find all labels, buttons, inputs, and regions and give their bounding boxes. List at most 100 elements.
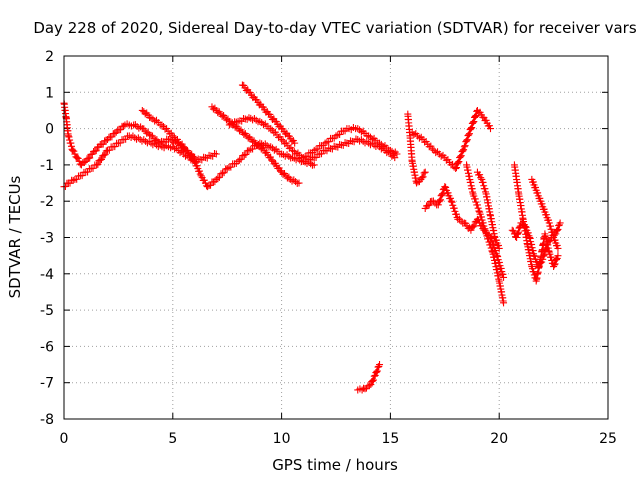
data-point-interp: [463, 137, 471, 145]
data-point-interp: [89, 164, 97, 172]
data-point: [223, 165, 231, 173]
data-point-interp: [495, 258, 503, 266]
data-point-interp: [463, 136, 471, 144]
data-point-interp: [456, 153, 464, 161]
data-point-interp: [370, 372, 378, 380]
data-point: [493, 252, 501, 260]
data-point-interp: [73, 175, 81, 183]
data-point-interp: [236, 156, 244, 164]
data-point-interp: [516, 223, 524, 231]
data-point-interp: [553, 227, 561, 235]
data-point-interp: [240, 130, 248, 138]
data-point-interp: [222, 116, 230, 124]
data-point: [467, 226, 475, 234]
data-point-interp: [548, 228, 556, 236]
data-point-interp: [242, 151, 250, 159]
data-point: [554, 252, 562, 260]
series-track-a: [60, 132, 220, 191]
data-point-interp: [373, 368, 381, 376]
y-tick-label: -8: [40, 412, 54, 428]
data-point: [495, 244, 503, 252]
data-point-interp: [209, 105, 217, 113]
data-point-interp: [292, 178, 300, 186]
data-point-interp: [444, 189, 452, 197]
data-point-interp: [97, 155, 105, 163]
data-point-interp: [514, 228, 522, 236]
data-point-interp: [368, 378, 376, 386]
data-point-interp: [276, 167, 284, 175]
data-point-interp: [67, 142, 75, 150]
data-point-interp: [460, 146, 468, 154]
y-axis-label: SDTVAR / TECUs: [6, 175, 24, 298]
data-point-interp: [67, 139, 75, 147]
data-point-interp: [94, 160, 102, 168]
y-tick-label: -3: [40, 231, 54, 247]
data-point-interp: [151, 137, 159, 145]
data-point-interp: [143, 129, 151, 137]
data-point-interp: [369, 376, 377, 384]
data-point-interp: [373, 367, 381, 375]
data-point-interp: [480, 182, 488, 190]
data-point: [180, 143, 188, 151]
plot-frame: [63, 55, 609, 420]
data-point-interp: [545, 216, 553, 224]
data-point-interp: [361, 385, 369, 393]
series-track-f: [225, 114, 401, 162]
data-point-interp: [240, 151, 248, 159]
data-point-interp: [499, 270, 507, 278]
data-point-interp: [447, 194, 455, 202]
data-point-interp: [442, 183, 450, 191]
data-point: [278, 135, 286, 143]
data-point-interp: [509, 227, 517, 235]
data-point: [156, 139, 164, 147]
data-point-interp: [475, 207, 483, 215]
data-point: [413, 179, 421, 187]
data-point: [447, 197, 455, 205]
data-point-interp: [61, 183, 69, 191]
data-point-interp: [69, 176, 77, 184]
data-point-interp: [551, 260, 559, 268]
data-point: [310, 161, 318, 169]
data-point-interp: [454, 159, 462, 167]
data-point-interp: [477, 213, 485, 221]
y-tick-label: 1: [45, 85, 54, 101]
data-point: [391, 154, 399, 162]
data-point-interp: [531, 183, 539, 191]
x-tick-label: 20: [490, 431, 508, 447]
data-point: [508, 226, 516, 234]
data-point: [138, 106, 146, 114]
data-point-interp: [243, 115, 251, 123]
series-track-o: [510, 161, 562, 285]
data-point-interp: [482, 116, 490, 124]
data-point-interp: [100, 151, 108, 159]
data-point-interp: [546, 250, 554, 258]
data-point-interp: [476, 171, 484, 179]
data-point-interp: [479, 219, 487, 227]
data-point-interp: [146, 131, 154, 139]
data-point-interp: [418, 174, 426, 182]
y-tick-label: 0: [45, 122, 54, 138]
data-point: [358, 386, 366, 394]
data-point-interp: [117, 126, 125, 134]
data-point-interp: [369, 377, 377, 385]
y-tick-label: -5: [40, 303, 54, 319]
data-point-interp: [372, 369, 380, 377]
data-point-interp: [529, 178, 537, 186]
data-point-interp: [536, 194, 544, 202]
data-point-interp: [471, 113, 479, 121]
data-point-interp: [469, 119, 477, 127]
data-point: [513, 234, 521, 241]
data-point: [441, 183, 449, 191]
data-point: [500, 273, 508, 281]
data-point-interp: [357, 136, 365, 144]
data-point-interp: [465, 131, 473, 139]
y-tick-label: -2: [40, 194, 54, 210]
data-point: [421, 168, 429, 176]
data-point-interp: [552, 256, 560, 264]
x-tick-label: 10: [273, 431, 291, 447]
data-point: [556, 219, 564, 227]
data-point-interp: [542, 211, 550, 219]
data-point-interp: [551, 236, 559, 244]
data-point: [73, 154, 81, 162]
